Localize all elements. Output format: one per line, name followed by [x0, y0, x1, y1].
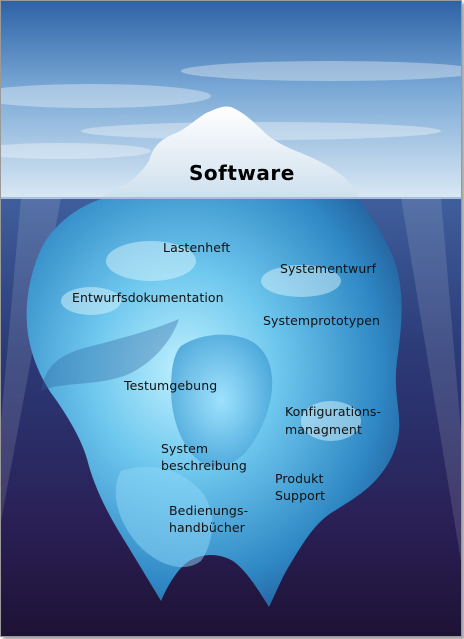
label-lastenheft: Lastenheft: [163, 240, 231, 255]
label-entwurfsdokumentation: Entwurfsdokumentation: [72, 290, 224, 305]
ice-highlights: [61, 241, 361, 441]
ice-shadow: [41, 319, 179, 391]
label-bedienungs-line2: handbücher: [169, 520, 245, 535]
label-testumgebung: Testumgebung: [124, 378, 218, 393]
label-bedienungs-line1: Bedienungs-: [169, 503, 249, 518]
iceberg-tip: [101, 106, 359, 197]
label-system-line2: beschreibung: [161, 458, 247, 473]
ice-cave-lower: [115, 466, 213, 568]
ice-cave: [171, 334, 273, 467]
label-system-line1: System: [161, 441, 209, 456]
label-systementwurf: Systementwurf: [280, 261, 377, 276]
label-produkt-line2: Support: [275, 488, 326, 503]
diagram-title: Software: [189, 161, 295, 185]
label-systemprototypen: Systemprototypen: [263, 313, 381, 328]
label-konfigurations-line2: managment: [285, 422, 362, 437]
label-konfigurations-line1: Konfigurations-: [285, 404, 382, 419]
label-produkt-line1: Produkt: [275, 471, 324, 486]
